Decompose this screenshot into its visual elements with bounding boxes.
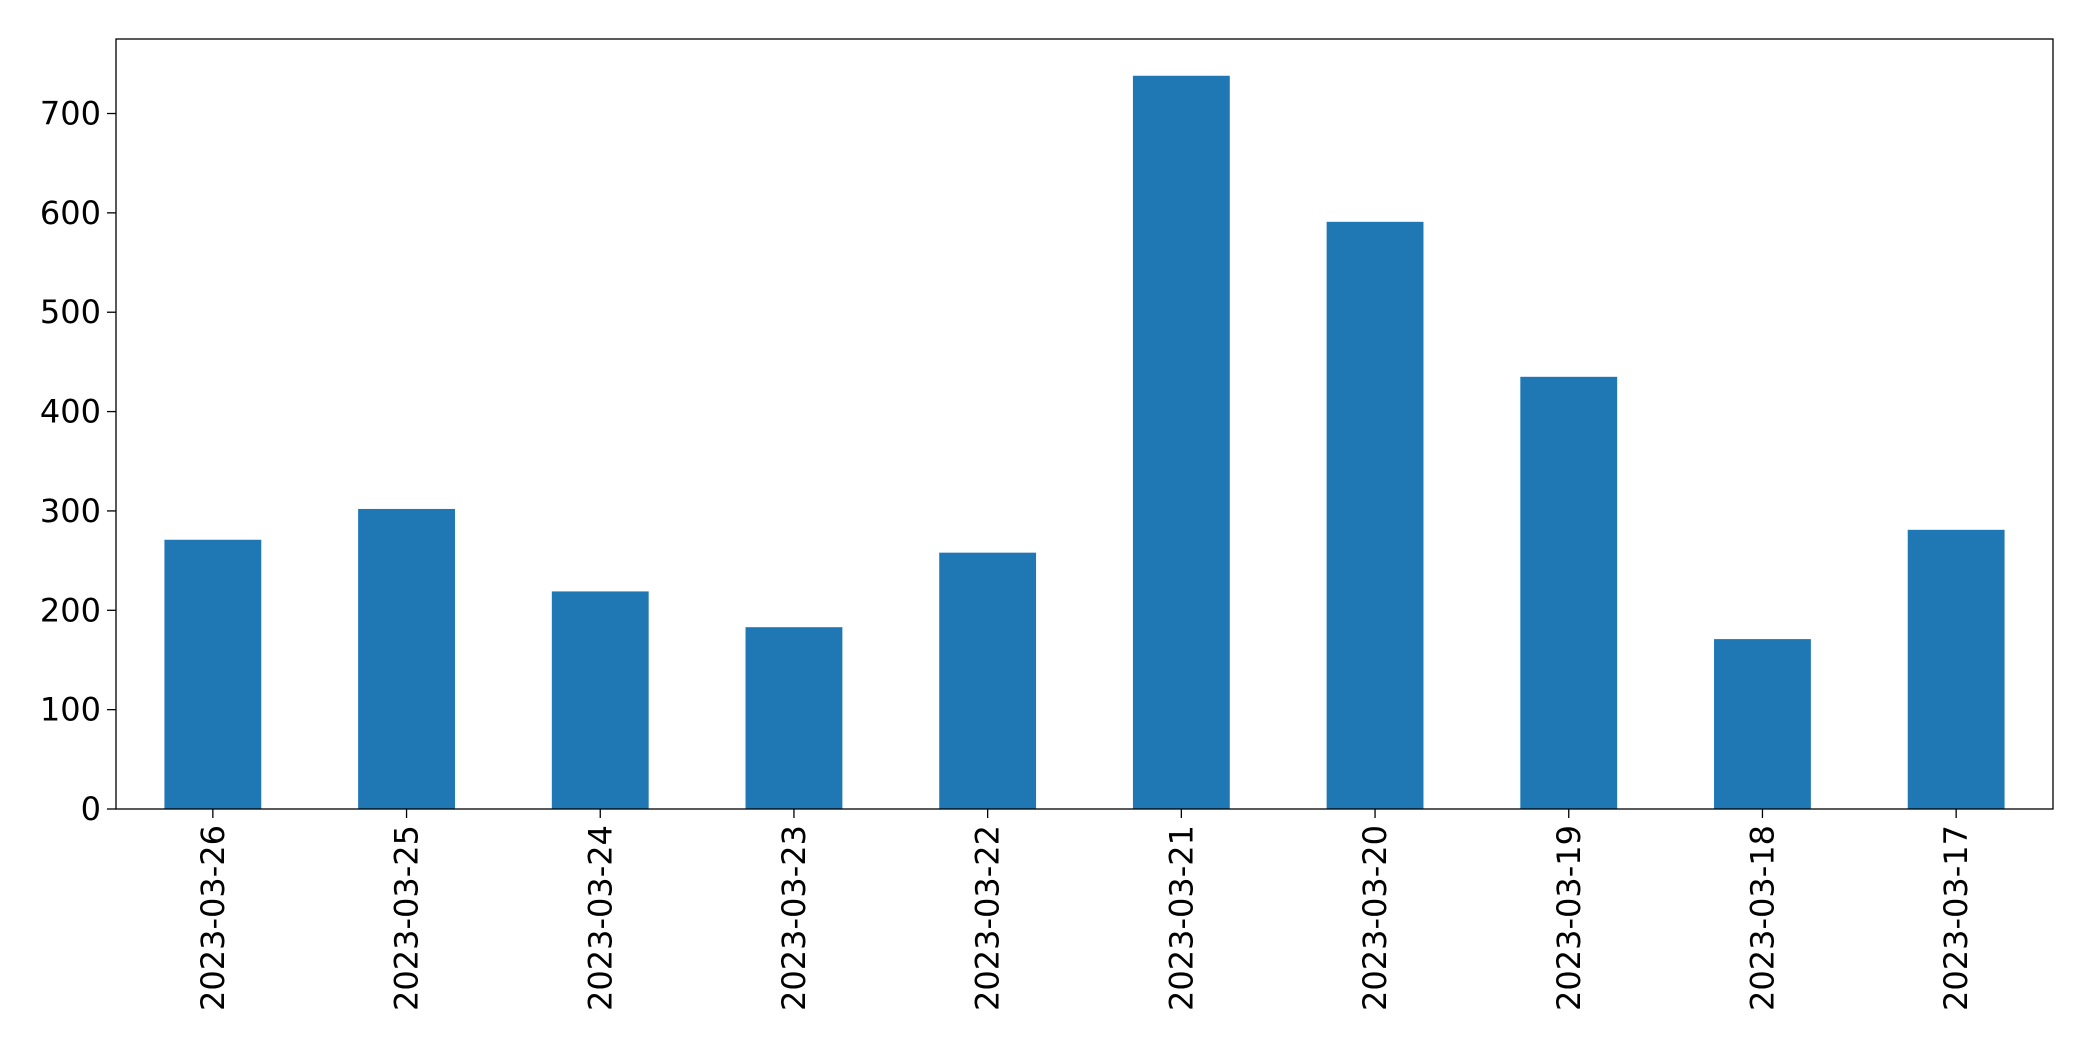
y-tick-label: 700: [40, 95, 101, 133]
bar: [1326, 221, 1424, 810]
bar: [551, 591, 649, 809]
bar: [358, 508, 455, 809]
x-tick-label: 2023-03-21: [1162, 825, 1200, 1011]
bar: [1520, 376, 1618, 809]
x-tick-label: 2023-03-20: [1356, 825, 1394, 1011]
bar: [1714, 639, 1811, 809]
x-tick-label: 2023-03-19: [1550, 825, 1588, 1011]
x-tick-label: 2023-03-18: [1743, 825, 1781, 1011]
bar: [745, 627, 843, 809]
bar: [1907, 529, 2005, 809]
plot-frame: [115, 38, 2054, 810]
y-tick-label: 500: [40, 293, 101, 331]
x-tick-label: 2023-03-17: [1937, 825, 1975, 1011]
x-tick-label: 2023-03-22: [969, 825, 1007, 1011]
y-tick-label: 400: [40, 393, 101, 431]
x-tick-label: 2023-03-26: [194, 825, 232, 1011]
x-tick-label: 2023-03-24: [581, 825, 619, 1011]
x-tick-label: 2023-03-25: [388, 825, 426, 1011]
y-tick-label: 600: [40, 194, 101, 232]
bar: [939, 552, 1037, 809]
y-tick-label: 200: [40, 591, 101, 629]
y-tick-label: 0: [81, 790, 101, 828]
x-tick-label: 2023-03-23: [775, 825, 813, 1011]
y-tick-label: 300: [40, 492, 101, 530]
bar: [164, 539, 262, 809]
y-tick-label: 100: [40, 691, 101, 729]
bar: [1132, 75, 1230, 809]
